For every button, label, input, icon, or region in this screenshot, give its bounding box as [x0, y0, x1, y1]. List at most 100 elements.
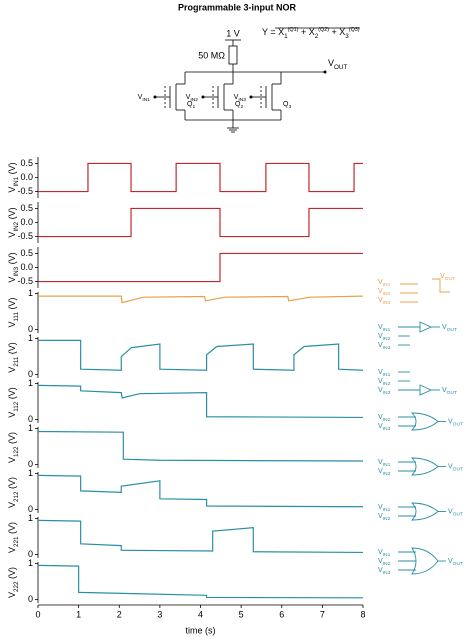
equation-part: (Q1) [288, 27, 299, 33]
waveform [38, 295, 364, 304]
gate-output-label-part: OUT [453, 421, 463, 427]
buffer-gate [419, 321, 433, 333]
y-axis-label-part: V [7, 187, 17, 193]
waveform [38, 162, 363, 193]
input-label: VIN2 [186, 94, 199, 103]
gate-input-label: VIN3 [378, 387, 391, 396]
transistor-label: Q3 [283, 101, 291, 110]
gate-input-label-part: V [378, 279, 383, 286]
y-axis-label-part: 112 [13, 401, 20, 412]
input-label-part: IN3 [238, 97, 246, 103]
y-axis-label-part: IN2 [13, 221, 20, 231]
gate-input-label: VIN1 [378, 504, 391, 513]
y-axis-label-part: (V) [7, 207, 17, 222]
gate-input-label: VIN2 [378, 288, 391, 297]
gate-input-label-part: V [378, 468, 383, 475]
gate-input-label: VIN1 [378, 279, 391, 288]
x-tick-label: 7 [320, 609, 325, 619]
y-tick-label: 0 [28, 594, 33, 604]
y-axis-label: VIN2 (V) [7, 207, 20, 237]
input-label: VIN3 [234, 94, 247, 103]
y-tick-label: 1 [28, 288, 33, 298]
transistor-label-part: Q [187, 101, 193, 108]
x-tick-label: 1 [76, 609, 81, 619]
y-tick-label: -0.5 [17, 276, 33, 286]
gate-input-label-part: V [378, 333, 383, 340]
output-label-part: V [328, 58, 334, 68]
gate-input-label-part: V [378, 387, 383, 394]
gate-input-label-part: V [378, 513, 383, 520]
gate-output-label-part: OUT [453, 511, 463, 517]
y-tick-label: -0.5 [17, 186, 33, 196]
or-gate [410, 457, 439, 476]
y-tick-label: 0.5 [20, 248, 33, 258]
or-gate [410, 412, 439, 431]
y-axis-label-part: (V) [7, 477, 17, 492]
x-tick-label: 2 [117, 609, 122, 619]
y-axis-label-part: V [7, 277, 17, 283]
x-tick-label: 3 [157, 609, 162, 619]
y-axis-label-part: (V) [7, 297, 17, 312]
y-tick-label: 0.5 [20, 203, 33, 213]
y-tick-label: 0 [28, 324, 33, 334]
y-axis-label-part: (V) [7, 522, 17, 537]
gate-input-label-part: IN1 [383, 282, 391, 288]
equation: Y = X1(Q1) + X2(Q2) + X3(Q3) [262, 27, 360, 40]
waveform [37, 564, 364, 599]
input-label: VIN1 [138, 94, 151, 103]
y-axis-label: V112 (V) [7, 387, 20, 418]
y-axis-label-part: (V) [7, 342, 17, 357]
y-tick-label: 1 [28, 558, 33, 568]
gate-input-label-part: IN1 [383, 552, 391, 558]
resistor-label: 50 MΩ [198, 50, 225, 60]
gate-input-label-part: V [378, 378, 383, 385]
gate-output-label: VOUT [448, 508, 463, 517]
y-axis-label: V122 (V) [7, 432, 20, 463]
y-axis-label: V111 (V) [7, 297, 20, 327]
gate-input-label: VIN3 [378, 567, 391, 576]
x-axis-label: time (s) [186, 625, 216, 635]
gate-output-label-part: V [440, 273, 445, 280]
x-tick-label: 8 [360, 609, 365, 619]
y-axis-label-part: 222 [13, 581, 20, 592]
gate-input-label: VIN1 [378, 549, 391, 558]
gate-input-label-part: V [378, 423, 383, 430]
y-tick-label: 0 [28, 414, 33, 424]
y-tick-label: -0.5 [17, 231, 33, 241]
waveform [38, 252, 363, 283]
y-tick-label: 0 [28, 369, 33, 379]
gate-input-label-part: V [378, 459, 383, 466]
gate-output-label-part: OUT [447, 390, 457, 396]
y-tick-label: 0 [28, 504, 33, 514]
waveform [37, 474, 364, 508]
gate-output-label: VOUT [442, 324, 457, 333]
gate-output-label-part: OUT [445, 276, 455, 282]
equation-part: 2 [315, 33, 319, 40]
gate-input-label: VIN1 [378, 324, 391, 333]
gate-output-label-part: OUT [447, 327, 457, 333]
y-tick-label: 1 [28, 333, 33, 343]
equation-part: X [278, 27, 284, 37]
y-axis-label-part: 211 [13, 356, 20, 367]
y-tick-label: 0.0 [20, 262, 33, 272]
gate-input-label-part: IN3 [383, 345, 391, 351]
equation-part: (Q3) [349, 27, 360, 33]
gate-input-label: VIN2 [378, 513, 391, 522]
transistor-label-part: Q [283, 101, 289, 108]
y-tick-label: 1 [28, 423, 33, 433]
x-tick-label: 4 [198, 609, 203, 619]
gate-output-label: VOUT [448, 418, 463, 427]
y-axis-label-part: IN1 [13, 176, 20, 186]
gate-output-label-part: OUT [453, 466, 463, 472]
waveform [38, 339, 364, 371]
y-axis-label: VIN1 (V) [7, 162, 20, 192]
gate-output-label: VOUT [440, 273, 455, 282]
y-tick-label: 0.0 [20, 172, 33, 182]
gate-input-label-part: IN3 [383, 471, 391, 477]
waveform [37, 519, 364, 554]
gate-input-label-part: V [378, 414, 383, 421]
gate-input-label-part: IN3 [383, 300, 391, 306]
waveform [37, 384, 364, 419]
waveform [37, 430, 364, 462]
or-gate [410, 502, 439, 521]
